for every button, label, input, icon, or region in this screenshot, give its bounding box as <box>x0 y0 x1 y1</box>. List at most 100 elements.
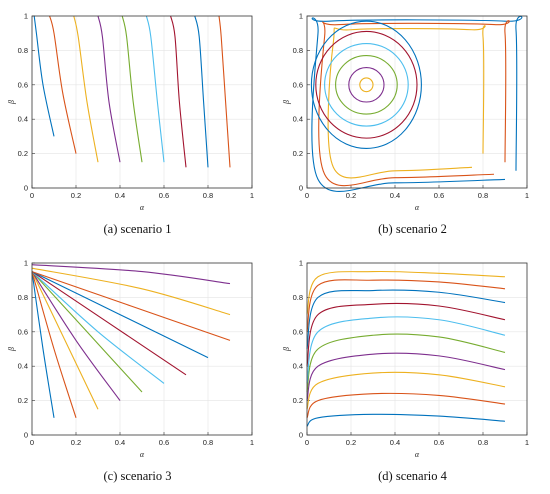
trajectory-line <box>311 15 523 192</box>
y-tick-label: 1 <box>24 259 28 268</box>
orbit-line <box>310 20 422 149</box>
caption-scenario-2: (b) scenario 2 <box>378 222 447 236</box>
axes-frame <box>31 15 253 189</box>
axes-frame <box>306 15 528 189</box>
x-tick-label: 1 <box>525 438 529 447</box>
x-tick-label: 0.8 <box>203 191 213 200</box>
trajectory-line <box>306 279 506 332</box>
panel-scenario-3: 0 0.2 0.4 0.6 0.8 1 0 0.2 0.4 0.6 0.8 1 α β (c) scena… <box>0 247 275 494</box>
trajectory-line <box>306 316 506 384</box>
x-axis-label: α <box>415 203 420 212</box>
trajectory-line <box>33 15 55 137</box>
orbit-line <box>359 77 374 93</box>
x-tick-label: 0.8 <box>478 191 488 200</box>
y-tick-label: 0 <box>299 431 303 440</box>
trajectory-line <box>194 15 209 168</box>
trajectory-line <box>31 264 231 285</box>
x-tick-label: 0.8 <box>478 438 488 447</box>
trajectory-line <box>306 352 506 401</box>
x-tick-label: 1 <box>250 191 254 200</box>
trajectory-line <box>306 302 506 367</box>
trajectory-line <box>318 20 510 187</box>
trajectory-line <box>121 15 143 163</box>
caption-scenario-4: (d) scenario 4 <box>378 469 447 483</box>
trajectory-line <box>73 15 99 163</box>
trajectory-line <box>306 392 506 419</box>
trajectory-line <box>306 413 506 427</box>
y-tick-label: 0.6 <box>293 327 303 336</box>
trajectory-line <box>170 15 187 168</box>
trajectory-line <box>31 271 99 410</box>
x-tick-label: 0 <box>30 438 34 447</box>
x-tick-label: 0.2 <box>346 438 356 447</box>
trajectory-line <box>31 267 231 316</box>
y-axis-label: β <box>7 347 16 352</box>
x-tick-label: 0 <box>305 438 309 447</box>
x-tick-label: 0.2 <box>71 438 81 447</box>
axes-frame <box>31 262 253 436</box>
orbit-line <box>348 67 385 103</box>
trajectory-line <box>49 15 77 154</box>
y-tick-label: 0 <box>24 431 28 440</box>
y-tick-label: 0.4 <box>293 362 303 371</box>
y-tick-label: 0 <box>299 184 303 193</box>
trajectory-line <box>97 15 121 163</box>
y-tick-label: 0.8 <box>293 46 303 55</box>
caption-scenario-1: (a) scenario 1 <box>103 222 172 236</box>
trajectory-line <box>31 271 209 359</box>
trajectory-line <box>31 271 55 418</box>
x-axis-label: α <box>140 450 145 459</box>
y-tick-label: 0.8 <box>293 293 303 302</box>
x-tick-label: 0.4 <box>390 191 400 200</box>
trajectory-line <box>31 271 187 376</box>
y-axis-label: β <box>282 100 291 105</box>
y-axis-label: β <box>282 347 291 352</box>
orbit-line <box>315 30 418 139</box>
y-tick-label: 0.4 <box>293 115 303 124</box>
x-tick-label: 0.4 <box>390 438 400 447</box>
y-tick-label: 1 <box>24 12 28 21</box>
axes-frame <box>306 262 528 436</box>
x-tick-label: 0.6 <box>434 438 444 447</box>
x-tick-label: 1 <box>525 191 529 200</box>
chart-scenario-4: 0 0.2 0.4 0.6 0.8 1 0 0.2 0.4 0.6 0.8 1 α β <box>282 259 529 460</box>
orbit-line <box>335 55 398 115</box>
x-tick-label: 1 <box>250 438 254 447</box>
orbit-line <box>324 42 409 127</box>
trajectory-line <box>31 271 143 393</box>
trajectory-line <box>218 15 231 168</box>
y-tick-label: 0.2 <box>18 149 28 158</box>
x-tick-label: 0.4 <box>115 191 125 200</box>
x-tick-label: 0.2 <box>71 191 81 200</box>
trajectory-line <box>306 270 506 315</box>
y-tick-label: 0.8 <box>18 293 28 302</box>
panel-scenario-1: 0 0.2 0.4 0.6 0.8 1 0 0.2 0.4 0.6 0.8 1 α β (a) scena… <box>0 0 275 247</box>
x-tick-label: 0.8 <box>203 438 213 447</box>
y-tick-label: 0.6 <box>293 80 303 89</box>
y-tick-label: 0 <box>24 184 28 193</box>
y-tick-label: 0.4 <box>18 115 28 124</box>
trajectory-line <box>31 271 231 341</box>
x-tick-label: 0.6 <box>159 191 169 200</box>
x-tick-label: 0.6 <box>434 191 444 200</box>
y-tick-label: 0.2 <box>293 149 303 158</box>
x-tick-label: 0.4 <box>115 438 125 447</box>
panel-scenario-2: 0 0.2 0.4 0.6 0.8 1 0 0.2 0.4 0.6 0.8 1 α β (b) scena… <box>275 0 550 247</box>
trajectory-line <box>306 289 506 350</box>
trajectory-line <box>327 25 486 179</box>
y-tick-label: 0.2 <box>293 396 303 405</box>
y-tick-label: 0.6 <box>18 80 28 89</box>
x-tick-label: 0 <box>305 191 309 200</box>
y-tick-label: 0.8 <box>18 46 28 55</box>
y-tick-label: 1 <box>299 12 303 21</box>
x-axis-label: α <box>415 450 420 459</box>
y-axis-label: β <box>7 100 16 105</box>
trajectory-line <box>306 333 506 393</box>
y-tick-label: 0.2 <box>18 396 28 405</box>
trajectory-line <box>145 15 165 163</box>
trajectory-line <box>31 271 77 418</box>
trajectory-line <box>31 271 121 401</box>
x-axis-label: α <box>140 203 145 212</box>
y-tick-label: 0.4 <box>18 362 28 371</box>
trajectory-line <box>31 271 165 384</box>
